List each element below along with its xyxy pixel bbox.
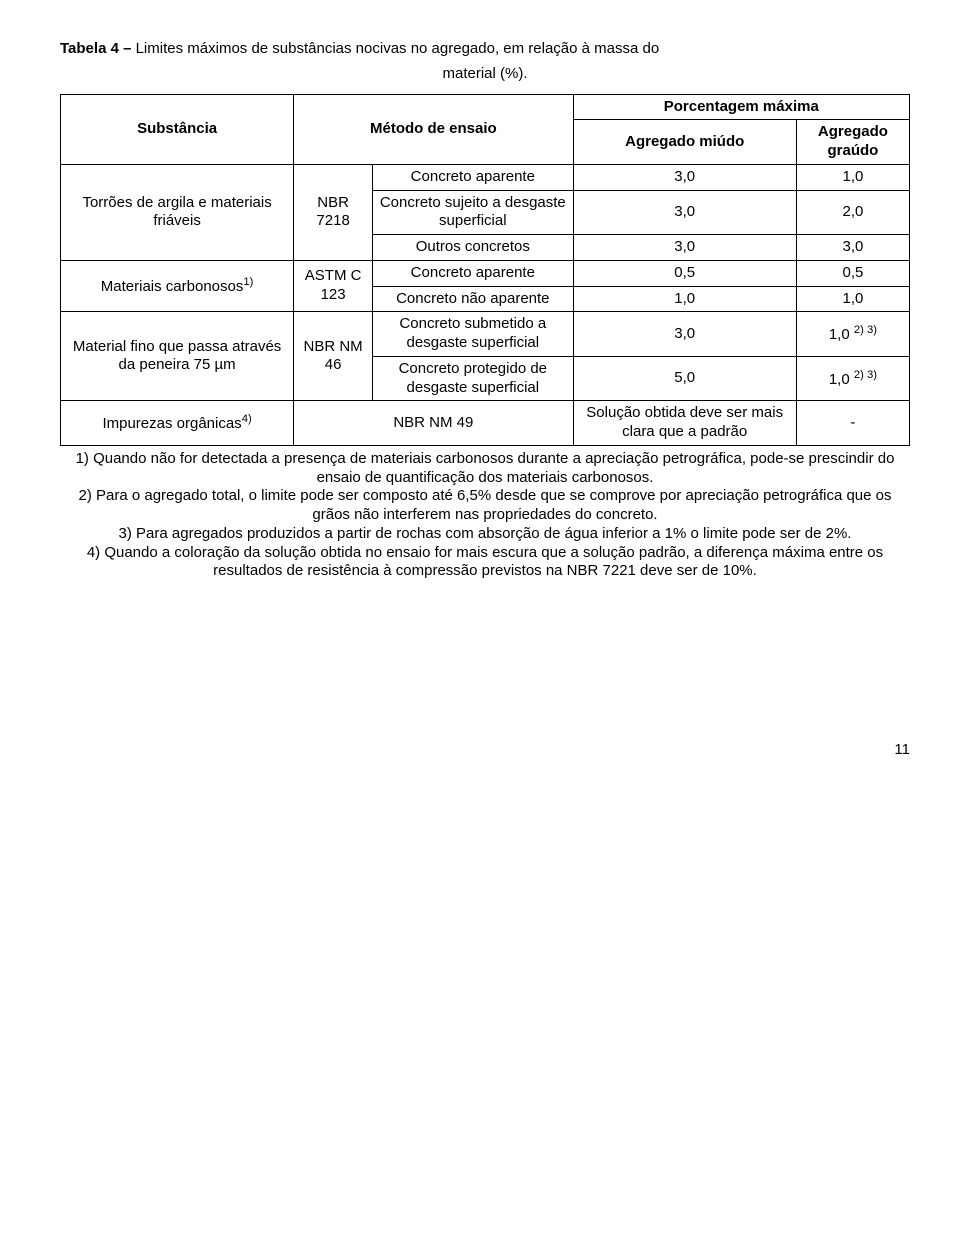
cell-value: 1,0 2) 3) <box>796 356 909 401</box>
limits-table: Substância Método de ensaio Porcentagem … <box>60 94 910 446</box>
cell-substancia: Materiais carbonosos1) <box>61 260 294 312</box>
cell-text: Impurezas orgânicas <box>102 415 241 432</box>
col-porcentagem: Porcentagem máxima <box>573 94 909 120</box>
cell-substancia: Material fino que passa através da penei… <box>61 312 294 401</box>
cell-text: 1,0 <box>829 326 854 343</box>
note-4: 4) Quando a coloração da solução obtida … <box>60 544 910 582</box>
cell-value: 1,0 <box>573 286 796 312</box>
cell-metodo: NBR 7218 <box>294 164 373 260</box>
cell-condition: Concreto submetido a desgaste superficia… <box>373 312 574 357</box>
cell-value: - <box>796 401 909 446</box>
page-number: 11 <box>60 741 910 760</box>
note-1: 1) Quando não for detectada a presença d… <box>60 450 910 488</box>
cell-substancia: Torrões de argila e materiais friáveis <box>61 164 294 260</box>
table-notes: 1) Quando não for detectada a presença d… <box>60 450 910 581</box>
cell-value: Solução obtida deve ser mais clara que a… <box>573 401 796 446</box>
cell-value: 1,0 <box>796 164 909 190</box>
cell-value: 3,0 <box>796 235 909 261</box>
table-row: Materiais carbonosos1) ASTM C 123 Concre… <box>61 260 910 286</box>
cell-condition: Outros concretos <box>373 235 574 261</box>
cell-condition: Concreto não aparente <box>373 286 574 312</box>
note-2: 2) Para o agregado total, o limite pode … <box>60 487 910 525</box>
cell-metodo: ASTM C 123 <box>294 260 373 312</box>
footnote-ref: 2) 3) <box>854 324 877 336</box>
cell-value: 3,0 <box>573 190 796 235</box>
cell-value: 0,5 <box>573 260 796 286</box>
table-row: Impurezas orgânicas4) NBR NM 49 Solução … <box>61 401 910 446</box>
footnote-ref: 1) <box>243 276 253 288</box>
col-graudo: Agregado graúdo <box>796 120 909 165</box>
footnote-ref: 4) <box>242 413 252 425</box>
cell-value: 5,0 <box>573 356 796 401</box>
cell-text: 1,0 <box>829 371 854 388</box>
cell-substancia: Impurezas orgânicas4) <box>61 401 294 446</box>
col-metodo: Método de ensaio <box>294 94 573 164</box>
cell-text: Materiais carbonosos <box>101 278 244 295</box>
header-row-1: Substância Método de ensaio Porcentagem … <box>61 94 910 120</box>
cell-metodo: NBR NM 49 <box>294 401 573 446</box>
cell-metodo: NBR NM 46 <box>294 312 373 401</box>
cell-value: 3,0 <box>573 312 796 357</box>
cell-value: 1,0 2) 3) <box>796 312 909 357</box>
table-caption-line2: material (%). <box>60 65 910 84</box>
cell-value: 0,5 <box>796 260 909 286</box>
table-row: Torrões de argila e materiais friáveis N… <box>61 164 910 190</box>
caption-text: Limites máximos de substâncias nocivas n… <box>136 40 660 57</box>
col-substancia: Substância <box>61 94 294 164</box>
table-row: Material fino que passa através da penei… <box>61 312 910 357</box>
table-label: Tabela 4 – <box>60 40 136 57</box>
col-miudo: Agregado miúdo <box>573 120 796 165</box>
cell-condition: Concreto aparente <box>373 164 574 190</box>
footnote-ref: 2) 3) <box>854 369 877 381</box>
cell-value: 3,0 <box>573 164 796 190</box>
note-3: 3) Para agregados produzidos a partir de… <box>60 525 910 544</box>
cell-value: 3,0 <box>573 235 796 261</box>
cell-condition: Concreto aparente <box>373 260 574 286</box>
cell-value: 2,0 <box>796 190 909 235</box>
table-caption: Tabela 4 – Limites máximos de substância… <box>60 40 910 59</box>
cell-condition: Concreto protegido de desgaste superfici… <box>373 356 574 401</box>
cell-condition: Concreto sujeito a desgaste superficial <box>373 190 574 235</box>
cell-value: 1,0 <box>796 286 909 312</box>
